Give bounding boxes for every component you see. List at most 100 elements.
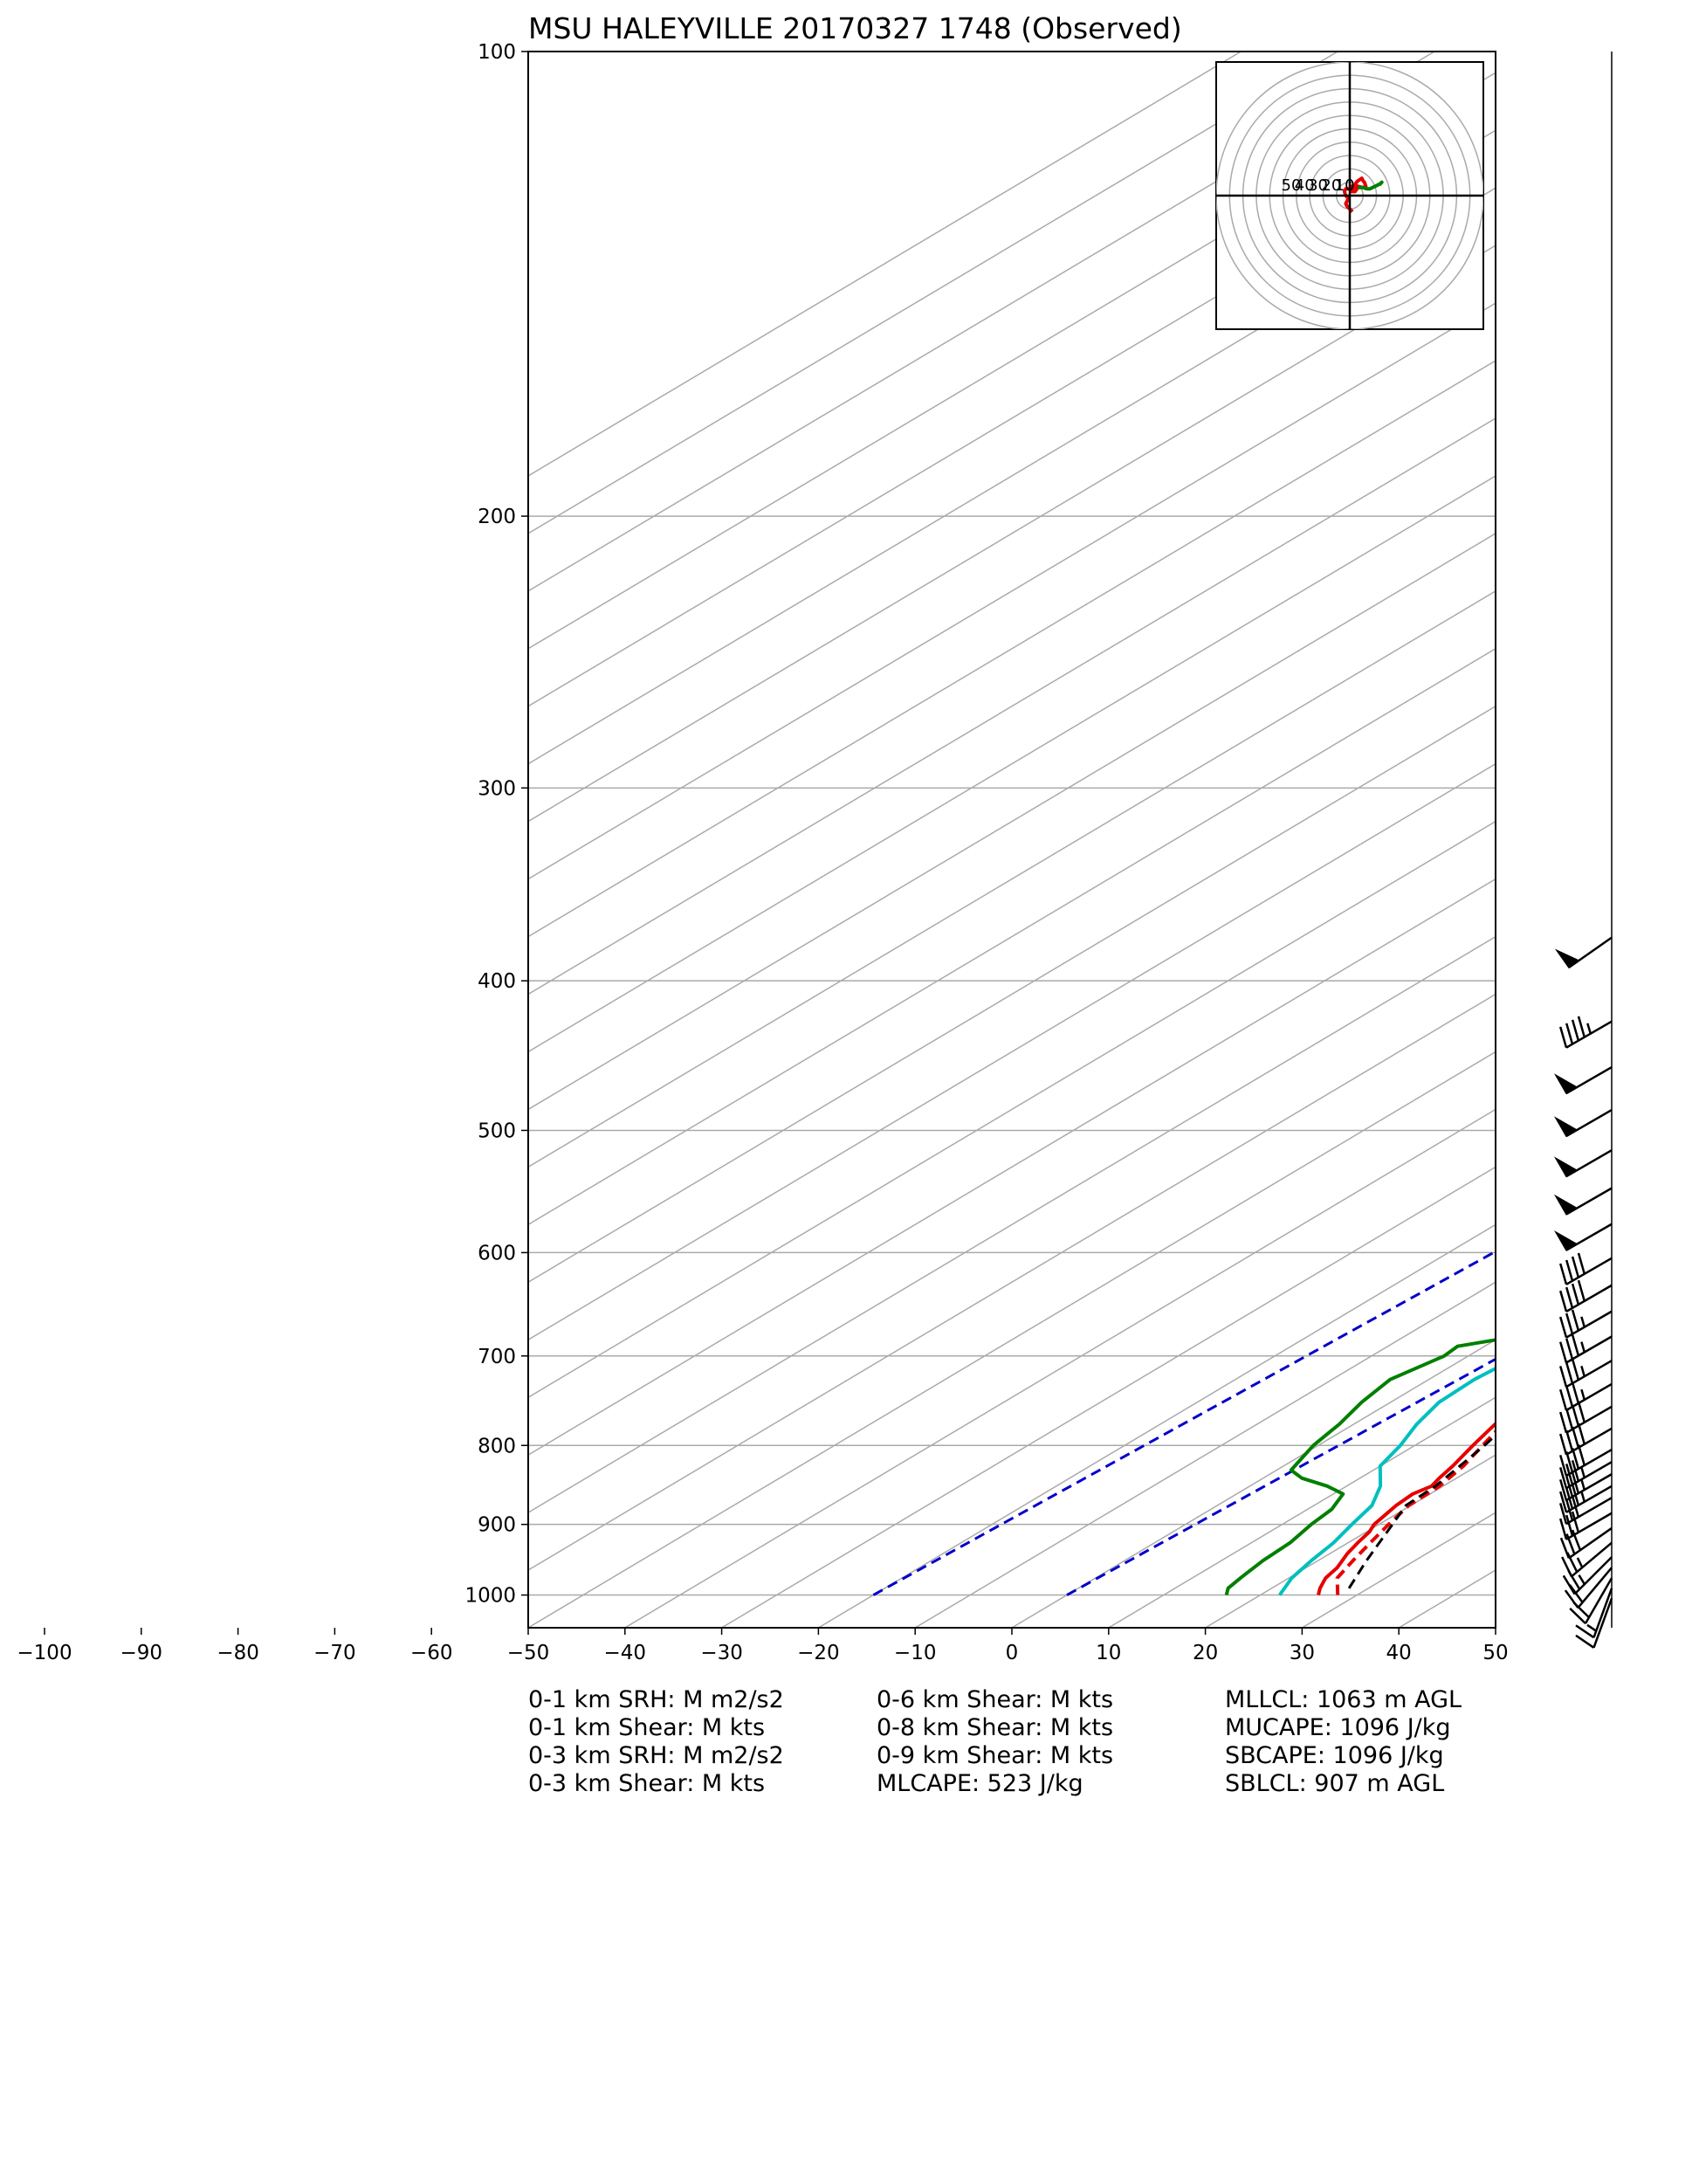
isotherm	[528, 878, 1496, 1457]
stat-shear-0-8: 0-8 km Shear: M kts	[877, 1714, 1114, 1741]
isotherm	[528, 1051, 1496, 1628]
isotherm	[528, 647, 1496, 1226]
temperature-tick-label: 30	[1290, 1642, 1315, 1664]
temperature-tick-label: 10	[1096, 1642, 1121, 1664]
stat-sbcape: SBCAPE: 1096 J/kg	[1225, 1742, 1444, 1769]
isotherm	[818, 1223, 1496, 1628]
temperature-tick-label: −100	[17, 1642, 72, 1664]
hodograph-ring-label: 10	[1335, 176, 1355, 195]
temperature-tick-label: 0	[1006, 1642, 1019, 1664]
wind-barb	[1575, 1597, 1613, 1649]
stat-mlcape: MLCAPE: 523 J/kg	[877, 1770, 1083, 1797]
temperature-axis: −100 −90 −80 −70 −60 −50 −40 −30 −20 −10 0 10 20 30 40…	[17, 1628, 1509, 1664]
temperature-tick-label: −90	[120, 1642, 163, 1664]
stat-shear-0-1: 0-1 km Shear: M kts	[528, 1714, 766, 1741]
pressure-tick-label: 300	[478, 777, 516, 800]
wind-barb	[1553, 1108, 1613, 1138]
pressure-tick-label: 200	[478, 506, 516, 528]
temperature-tick-label: −10	[894, 1642, 937, 1664]
isotherm	[1592, 52, 1699, 1628]
isotherm	[624, 1108, 1496, 1628]
isotherm	[1011, 1339, 1496, 1628]
pressure-axis: 100 200 300 400 500 600 700 800 900 1000	[464, 41, 528, 1608]
wind-barb	[1554, 936, 1613, 969]
wind-barb	[1558, 1334, 1613, 1364]
dewpoint-trace	[1224, 1338, 1496, 1595]
pressure-tick-label: 600	[478, 1242, 516, 1264]
temperature-tick-label: 20	[1193, 1642, 1218, 1664]
temperature-tick-label: −80	[217, 1642, 259, 1664]
temperature-tick-label: 40	[1386, 1642, 1412, 1664]
temperature-tick-label: −60	[410, 1642, 453, 1664]
hodograph-ring-label: 40	[1295, 176, 1315, 195]
temperature-trace	[1317, 1421, 1496, 1595]
hodograph-trace-temperature	[1342, 176, 1368, 213]
isotherm	[528, 475, 1496, 1053]
wetbulb-trace	[1278, 1366, 1496, 1596]
wind-barb	[1558, 1511, 1613, 1540]
stat-shear-0-6: 0-6 km Shear: M kts	[877, 1686, 1114, 1713]
isotherm	[528, 52, 1242, 477]
wind-barb	[1558, 1359, 1613, 1388]
wind-barb	[1564, 1567, 1613, 1609]
stat-sblcl: SBLCL: 907 m AGL	[1225, 1770, 1445, 1797]
isotherm	[528, 705, 1496, 1284]
isotherm	[721, 1166, 1496, 1628]
pressure-tick-label: 400	[478, 970, 516, 993]
temperature-tick-label: −20	[797, 1642, 840, 1664]
temperature-tick-label: −30	[700, 1642, 743, 1664]
isotherm	[528, 417, 1496, 996]
isotherm	[528, 993, 1496, 1571]
pressure-tick-label: 100	[478, 41, 516, 64]
stat-srh-0-1: 0-1 km SRH: M m2/s2	[528, 1686, 784, 1713]
wind-barb	[1558, 1279, 1613, 1312]
temperature-tick-label: 50	[1482, 1642, 1508, 1664]
stat-shear-0-3: 0-3 km Shear: M kts	[528, 1770, 766, 1797]
wind-barb	[1558, 1309, 1613, 1339]
temperature-trace-dashed	[1335, 1429, 1496, 1595]
hodograph-ring-label: 20	[1321, 176, 1341, 195]
pressure-tick-label: 500	[478, 1120, 516, 1142]
isotherm	[528, 52, 1435, 592]
hodograph-trace-dewpoint	[1358, 180, 1384, 191]
wind-barb	[1553, 1223, 1613, 1251]
stat-mllcl: MLLCL: 1063 m AGL	[1225, 1686, 1462, 1713]
dry-adiabat-lines	[872, 1250, 1496, 1596]
isotherm	[528, 533, 1496, 1111]
stat-shear-0-9: 0-9 km Shear: M kts	[877, 1742, 1114, 1769]
stat-mucape: MUCAPE: 1096 J/kg	[1225, 1714, 1451, 1741]
hodograph-ring-label: 30	[1308, 176, 1328, 195]
parcel-trace-dashed	[1347, 1433, 1496, 1589]
stat-srh-0-3: 0-3 km SRH: M m2/s2	[528, 1742, 784, 1769]
wind-barb	[1558, 1381, 1613, 1412]
isotherm	[528, 72, 1496, 650]
pressure-tick-label: 900	[478, 1514, 516, 1537]
wind-barb	[1553, 1187, 1613, 1216]
pressure-tick-label: 1000	[464, 1585, 516, 1608]
wind-barb	[1575, 1588, 1613, 1639]
hodograph-ring-label: 50	[1282, 176, 1302, 195]
wind-barb	[1553, 1065, 1613, 1095]
wind-barb	[1553, 1149, 1613, 1178]
pressure-tick-label: 700	[478, 1346, 516, 1368]
wind-barb	[1558, 1401, 1613, 1434]
isotherm	[914, 1281, 1496, 1628]
wind-barb	[1558, 1423, 1613, 1456]
pressure-tick-label: 800	[478, 1435, 516, 1457]
temperature-tick-label: −50	[507, 1642, 550, 1664]
isotherm	[528, 360, 1496, 938]
isotherm	[528, 820, 1496, 1399]
dry-adiabat-line	[872, 1250, 1496, 1596]
wind-barb	[1561, 1541, 1613, 1578]
wind-barb	[1558, 1252, 1613, 1285]
temperature-tick-label: −70	[313, 1642, 356, 1664]
wind-barb	[1558, 1016, 1613, 1049]
isotherm	[528, 762, 1496, 1341]
isotherm	[528, 935, 1496, 1513]
isotherm	[528, 52, 1338, 534]
temperature-tick-label: −40	[604, 1642, 647, 1664]
wind-barbs	[1553, 936, 1613, 1649]
isotherm	[528, 129, 1496, 707]
